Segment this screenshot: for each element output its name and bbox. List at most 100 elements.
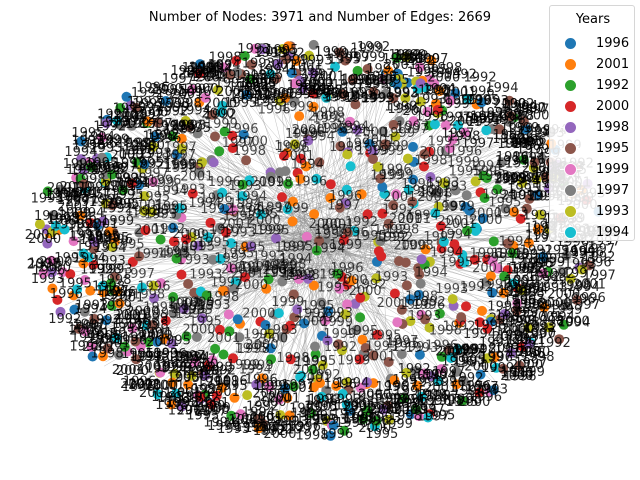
graph-node bbox=[239, 51, 250, 61]
node-label: 1996 bbox=[345, 137, 378, 152]
legend-marker-1992 bbox=[564, 79, 577, 92]
graph-node bbox=[477, 213, 488, 224]
graph-edge bbox=[306, 73, 345, 278]
node-label: 1999 bbox=[388, 396, 421, 411]
graph-edge bbox=[104, 226, 294, 292]
node-label: 1992 bbox=[226, 261, 259, 276]
graph-node bbox=[377, 126, 388, 137]
node-labels-layer: 2000199420011997199519992001200020011995… bbox=[25, 40, 621, 443]
node-label: 2000 bbox=[501, 322, 534, 337]
graph-edge bbox=[347, 228, 552, 246]
graph-edge bbox=[191, 216, 308, 368]
node-label: 1998 bbox=[414, 153, 447, 168]
graph-node bbox=[308, 39, 319, 50]
graph-node bbox=[183, 278, 194, 289]
graph-edge bbox=[321, 237, 389, 388]
graph-edge bbox=[225, 76, 392, 272]
graph-edge bbox=[328, 96, 369, 268]
graph-edge bbox=[103, 194, 392, 331]
node-label: 1996 bbox=[470, 247, 503, 262]
node-label: 1996 bbox=[164, 161, 197, 176]
legend-label-1999: 1999 bbox=[596, 162, 630, 177]
graph-edge bbox=[318, 240, 550, 306]
node-label: 1993 bbox=[157, 391, 190, 406]
legend-marker-1997 bbox=[564, 184, 577, 197]
node-label: 2001 bbox=[363, 349, 396, 364]
node-label: 1993 bbox=[265, 323, 298, 338]
node-label: 1992 bbox=[260, 423, 293, 438]
graph-edge bbox=[302, 59, 353, 207]
nodes-layer bbox=[34, 39, 604, 441]
graph-edge bbox=[320, 251, 565, 269]
graph-edge bbox=[213, 265, 235, 377]
graph-node bbox=[264, 328, 275, 339]
graph-node bbox=[403, 184, 414, 195]
graph-node bbox=[68, 236, 79, 247]
node-label: 1993 bbox=[254, 96, 287, 111]
graph-edge bbox=[181, 234, 334, 358]
graph-node bbox=[506, 348, 517, 358]
node-label: 1999 bbox=[350, 42, 383, 57]
graph-node bbox=[205, 217, 216, 228]
graph-edge bbox=[278, 178, 543, 300]
graph-edge bbox=[93, 142, 308, 244]
graph-node bbox=[307, 364, 318, 375]
node-label: 1999 bbox=[227, 358, 260, 373]
node-label: 1992 bbox=[308, 368, 341, 383]
node-label: 1998 bbox=[123, 144, 156, 159]
graph-node bbox=[447, 294, 458, 305]
graph-node bbox=[487, 287, 498, 298]
graph-node bbox=[346, 275, 357, 286]
graph-node bbox=[134, 179, 145, 190]
node-label: 1993 bbox=[177, 253, 210, 268]
graph-node bbox=[69, 304, 80, 315]
node-label: 1997 bbox=[516, 102, 549, 117]
graph-node bbox=[523, 136, 534, 147]
node-label: 1998 bbox=[521, 350, 554, 365]
graph-edge bbox=[314, 95, 352, 239]
node-label: 2001 bbox=[444, 217, 477, 232]
graph-node bbox=[517, 178, 528, 188]
graph-edge bbox=[66, 240, 275, 256]
graph-node bbox=[394, 256, 404, 267]
graph-edge bbox=[320, 238, 580, 263]
graph-edge bbox=[368, 79, 421, 227]
graph-node bbox=[440, 120, 451, 131]
graph-edge bbox=[54, 231, 327, 264]
node-label: 1996 bbox=[416, 389, 449, 404]
graph-edge bbox=[257, 274, 350, 425]
graph-edge bbox=[87, 199, 312, 230]
node-label: 2001 bbox=[418, 185, 451, 200]
graph-node bbox=[52, 294, 63, 305]
graph-edge bbox=[346, 215, 408, 415]
graph-node bbox=[479, 193, 490, 203]
graph-edge bbox=[122, 239, 321, 354]
node-label: 1994 bbox=[197, 375, 230, 390]
node-label: 1999 bbox=[376, 139, 409, 154]
graph-node bbox=[111, 332, 122, 343]
graph-node bbox=[325, 179, 336, 190]
legend-label-1993: 1993 bbox=[596, 204, 630, 219]
node-label: 2001 bbox=[120, 377, 153, 392]
graph-node bbox=[96, 132, 107, 143]
node-label: 1999 bbox=[275, 53, 308, 68]
node-label: 1995 bbox=[320, 268, 353, 283]
graph-node bbox=[232, 314, 243, 325]
node-label: 2000 bbox=[242, 307, 275, 322]
graph-edge bbox=[318, 104, 404, 248]
graph-node bbox=[378, 404, 389, 415]
node-label: 1995 bbox=[522, 257, 555, 272]
graph-edge bbox=[168, 116, 320, 237]
graph-edge bbox=[180, 277, 308, 355]
legend-entry-1993: 1993 bbox=[550, 202, 636, 222]
graph-node bbox=[537, 251, 548, 262]
graph-node bbox=[137, 282, 147, 293]
graph-edge bbox=[67, 182, 320, 240]
graph-node bbox=[168, 222, 178, 233]
node-label: 1993 bbox=[189, 267, 222, 282]
legend-marker-1996 bbox=[564, 37, 577, 50]
graph-edge bbox=[275, 203, 556, 308]
graph-node bbox=[325, 193, 336, 203]
graph-edge bbox=[283, 80, 318, 300]
node-label: 1997 bbox=[423, 230, 456, 245]
